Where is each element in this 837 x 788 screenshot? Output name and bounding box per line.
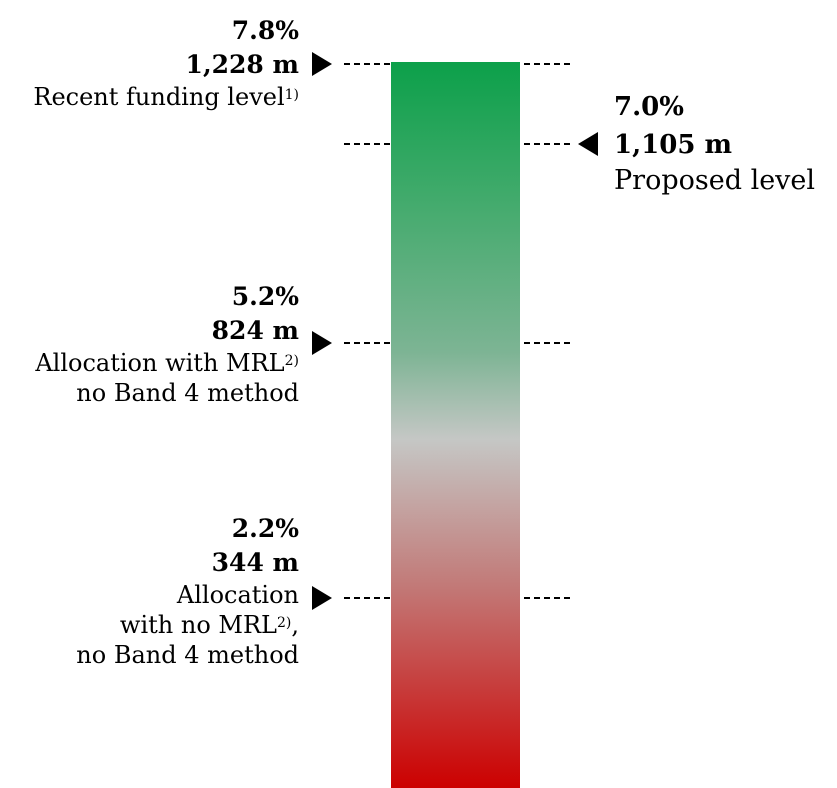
no-mrl-level-amount: 344 m xyxy=(211,548,299,577)
recent-level-dash-left xyxy=(344,63,390,65)
mrl-level-amount: 824 m xyxy=(211,316,299,345)
mrl-level-annotation: 5.2% 824 m Allocation with MRL2) no Band… xyxy=(35,280,299,408)
mrl-level-footnote: 2) xyxy=(284,353,299,369)
mrl-level-dash-right xyxy=(524,342,570,344)
mrl-level-arrow-icon xyxy=(312,331,332,355)
no-mrl-level-footnote: 2) xyxy=(276,615,292,631)
proposed-level-label: Proposed level xyxy=(614,165,816,196)
no-mrl-level-label: with no MRL xyxy=(119,611,277,639)
mrl-level-label-line1: Allocation with MRL2) xyxy=(35,348,299,378)
no-mrl-level-label-line1: Allocation xyxy=(176,581,299,609)
no-mrl-level-dash-right xyxy=(524,597,570,599)
recent-level-footnote: 1) xyxy=(284,87,299,103)
recent-level-dash-right xyxy=(524,63,570,65)
recent-level-amount: 1,228 m xyxy=(185,50,299,79)
recent-level-annotation: 7.8% 1,228 m Recent funding level1) xyxy=(33,14,299,112)
mrl-level-pct: 5.2% xyxy=(231,282,299,311)
mrl-level-label: Allocation with MRL xyxy=(35,349,285,377)
proposed-level-arrow-icon xyxy=(578,132,598,156)
recent-level-arrow-icon xyxy=(312,52,332,76)
proposed-level-annotation: 7.0% 1,105 m Proposed level xyxy=(614,88,815,198)
no-mrl-level-pct: 2.2% xyxy=(231,514,299,543)
recent-level-label-line: Recent funding level1) xyxy=(33,82,299,112)
mrl-level-label-line2: no Band 4 method xyxy=(76,379,299,407)
recent-level-label: Recent funding level xyxy=(33,83,285,111)
recent-level-pct: 7.8% xyxy=(231,16,299,45)
no-mrl-level-dash-left xyxy=(344,597,390,599)
proposed-level-amount: 1,105 m xyxy=(614,130,732,160)
proposed-level-pct: 7.0% xyxy=(614,92,684,122)
no-mrl-level-comma: , xyxy=(291,611,299,639)
mrl-level-dash-left xyxy=(344,342,390,344)
funding-gradient-bar xyxy=(391,62,520,788)
no-mrl-level-label-line3: no Band 4 method xyxy=(76,641,299,669)
no-mrl-level-annotation: 2.2% 344 m Allocation with no MRL2), no … xyxy=(76,512,299,670)
no-mrl-level-label-line2: with no MRL2), xyxy=(76,610,299,640)
no-mrl-level-arrow-icon xyxy=(312,586,332,610)
proposed-level-dash-right xyxy=(524,143,570,145)
proposed-level-dash-left xyxy=(344,143,390,145)
